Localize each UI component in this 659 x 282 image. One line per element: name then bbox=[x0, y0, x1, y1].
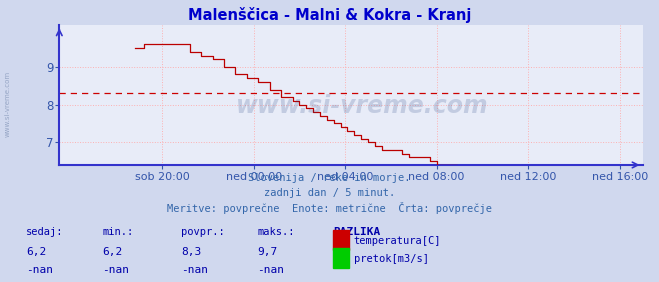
Text: povpr.:: povpr.: bbox=[181, 227, 225, 237]
Text: 9,7: 9,7 bbox=[257, 247, 277, 257]
Text: Meritve: povprečne  Enote: metrične  Črta: povprečje: Meritve: povprečne Enote: metrične Črta:… bbox=[167, 202, 492, 214]
Text: 8,3: 8,3 bbox=[181, 247, 202, 257]
Text: sedaj:: sedaj: bbox=[26, 227, 64, 237]
Text: -nan: -nan bbox=[181, 265, 208, 275]
Text: www.si-vreme.com: www.si-vreme.com bbox=[5, 71, 11, 137]
Text: temperatura[C]: temperatura[C] bbox=[354, 236, 442, 246]
Text: min.:: min.: bbox=[102, 227, 133, 237]
Text: Malenščica - Malni & Kokra - Kranj: Malenščica - Malni & Kokra - Kranj bbox=[188, 7, 471, 23]
Text: pretok[m3/s]: pretok[m3/s] bbox=[354, 254, 429, 265]
Text: 6,2: 6,2 bbox=[26, 247, 47, 257]
Text: -nan: -nan bbox=[26, 265, 53, 275]
Text: -nan: -nan bbox=[102, 265, 129, 275]
Text: Slovenija / reke in morje.: Slovenija / reke in morje. bbox=[248, 173, 411, 183]
Text: -nan: -nan bbox=[257, 265, 284, 275]
Text: RAZLIKA: RAZLIKA bbox=[333, 227, 380, 237]
Text: zadnji dan / 5 minut.: zadnji dan / 5 minut. bbox=[264, 188, 395, 197]
Text: maks.:: maks.: bbox=[257, 227, 295, 237]
Text: www.si-vreme.com: www.si-vreme.com bbox=[237, 94, 489, 118]
Text: 6,2: 6,2 bbox=[102, 247, 123, 257]
